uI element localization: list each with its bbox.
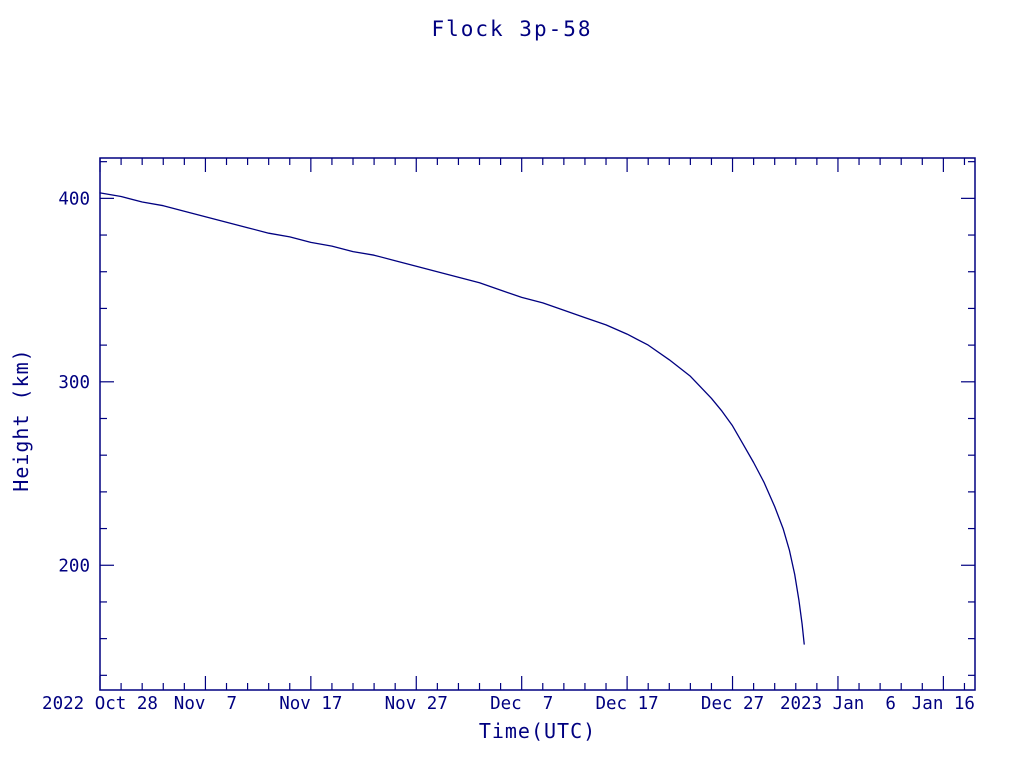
x-tick-label: Dec 7 [490, 694, 553, 714]
plot-frame [99, 157, 976, 691]
x-tick-label: Dec 17 [595, 694, 658, 714]
x-axis-label: Time(UTC) [478, 719, 597, 743]
x-tick-label: 2023 Jan 6 [780, 694, 896, 714]
y-tick-label: 300 [58, 373, 90, 393]
y-tick-label: 400 [58, 189, 90, 209]
x-tick-label: 2022 Oct 28 [42, 694, 158, 714]
x-tick-label: Nov 27 [385, 694, 448, 714]
x-tick-label: Nov 17 [279, 694, 342, 714]
height-decay-curve [99, 192, 805, 645]
x-tick-label: Jan 16 [912, 694, 975, 714]
chart-title: Flock 3p-58 [431, 17, 593, 41]
x-tick-label: Nov 7 [174, 694, 237, 714]
x-tick-label: Dec 27 [701, 694, 764, 714]
y-tick-label: 200 [58, 556, 90, 576]
